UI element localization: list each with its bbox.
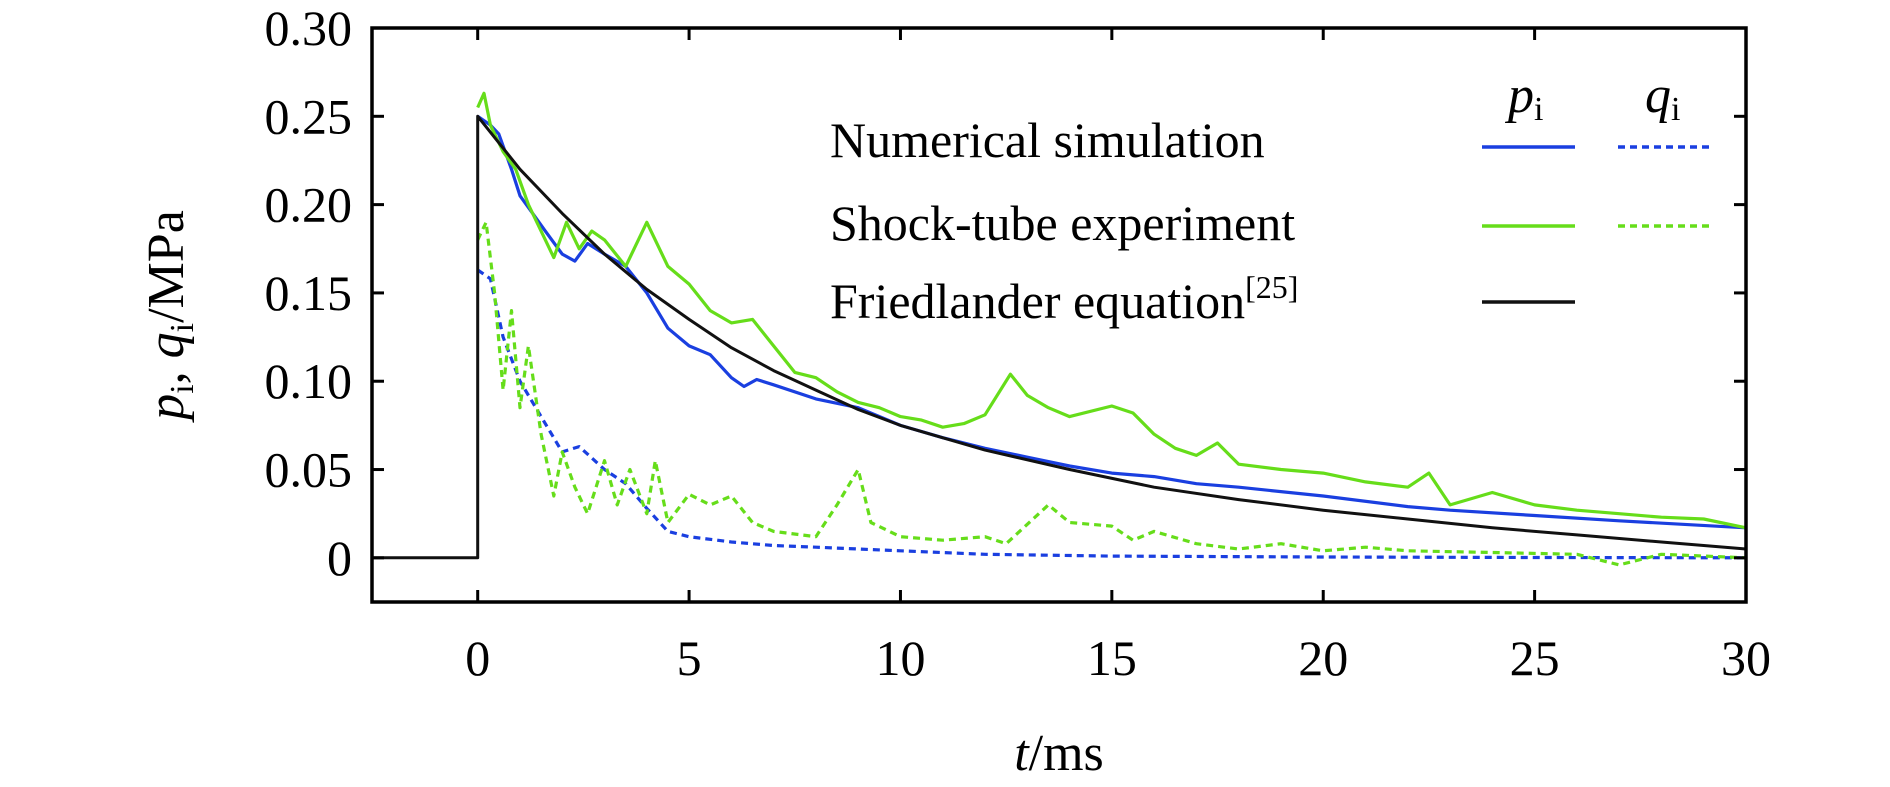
x-axis-label: t/ms (1014, 725, 1104, 782)
x-tick-label: 25 (1510, 630, 1560, 686)
plot-lines (372, 91, 1747, 567)
x-tick-label: 0 (465, 630, 490, 686)
legend-label-friedlander: Friedlander equation[25] (830, 269, 1298, 329)
y-tick-label: 0.15 (265, 265, 353, 321)
series-line-1 (476, 114, 1747, 530)
y-ticks: 0 0.05 0.10 0.15 0.20 0.25 0.30 (265, 0, 1746, 586)
x-tick-label: 10 (875, 630, 925, 686)
series-line-4 (476, 220, 1747, 567)
y-tick-label: 0.05 (265, 442, 353, 498)
legend-col-p: pi (1504, 67, 1543, 128)
y-tick-label: 0 (327, 530, 352, 586)
x-tick-label: 20 (1298, 630, 1348, 686)
x-tick-label: 5 (677, 630, 702, 686)
series-line-5 (372, 114, 1747, 560)
plot-frame (370, 26, 1748, 604)
legend: pi qi Numerical simulation Shock-tube ex… (830, 67, 1712, 329)
y-tick-label: 0.25 (265, 88, 353, 144)
legend-label-simulation: Numerical simulation (830, 112, 1265, 168)
legend-col-q: qi (1645, 67, 1680, 128)
y-tick-label: 0.30 (265, 0, 353, 56)
x-tick-label: 30 (1721, 630, 1771, 686)
series-line-3 (476, 91, 1747, 530)
legend-label-experiment: Shock-tube experiment (830, 195, 1295, 251)
y-tick-label: 0.10 (265, 353, 353, 409)
x-tick-label: 15 (1087, 630, 1137, 686)
y-axis-label: pi, qi/MPa (138, 210, 201, 424)
y-tick-label: 0.20 (265, 177, 353, 233)
x-ticks: 0 5 10 15 20 25 30 (465, 28, 1771, 686)
